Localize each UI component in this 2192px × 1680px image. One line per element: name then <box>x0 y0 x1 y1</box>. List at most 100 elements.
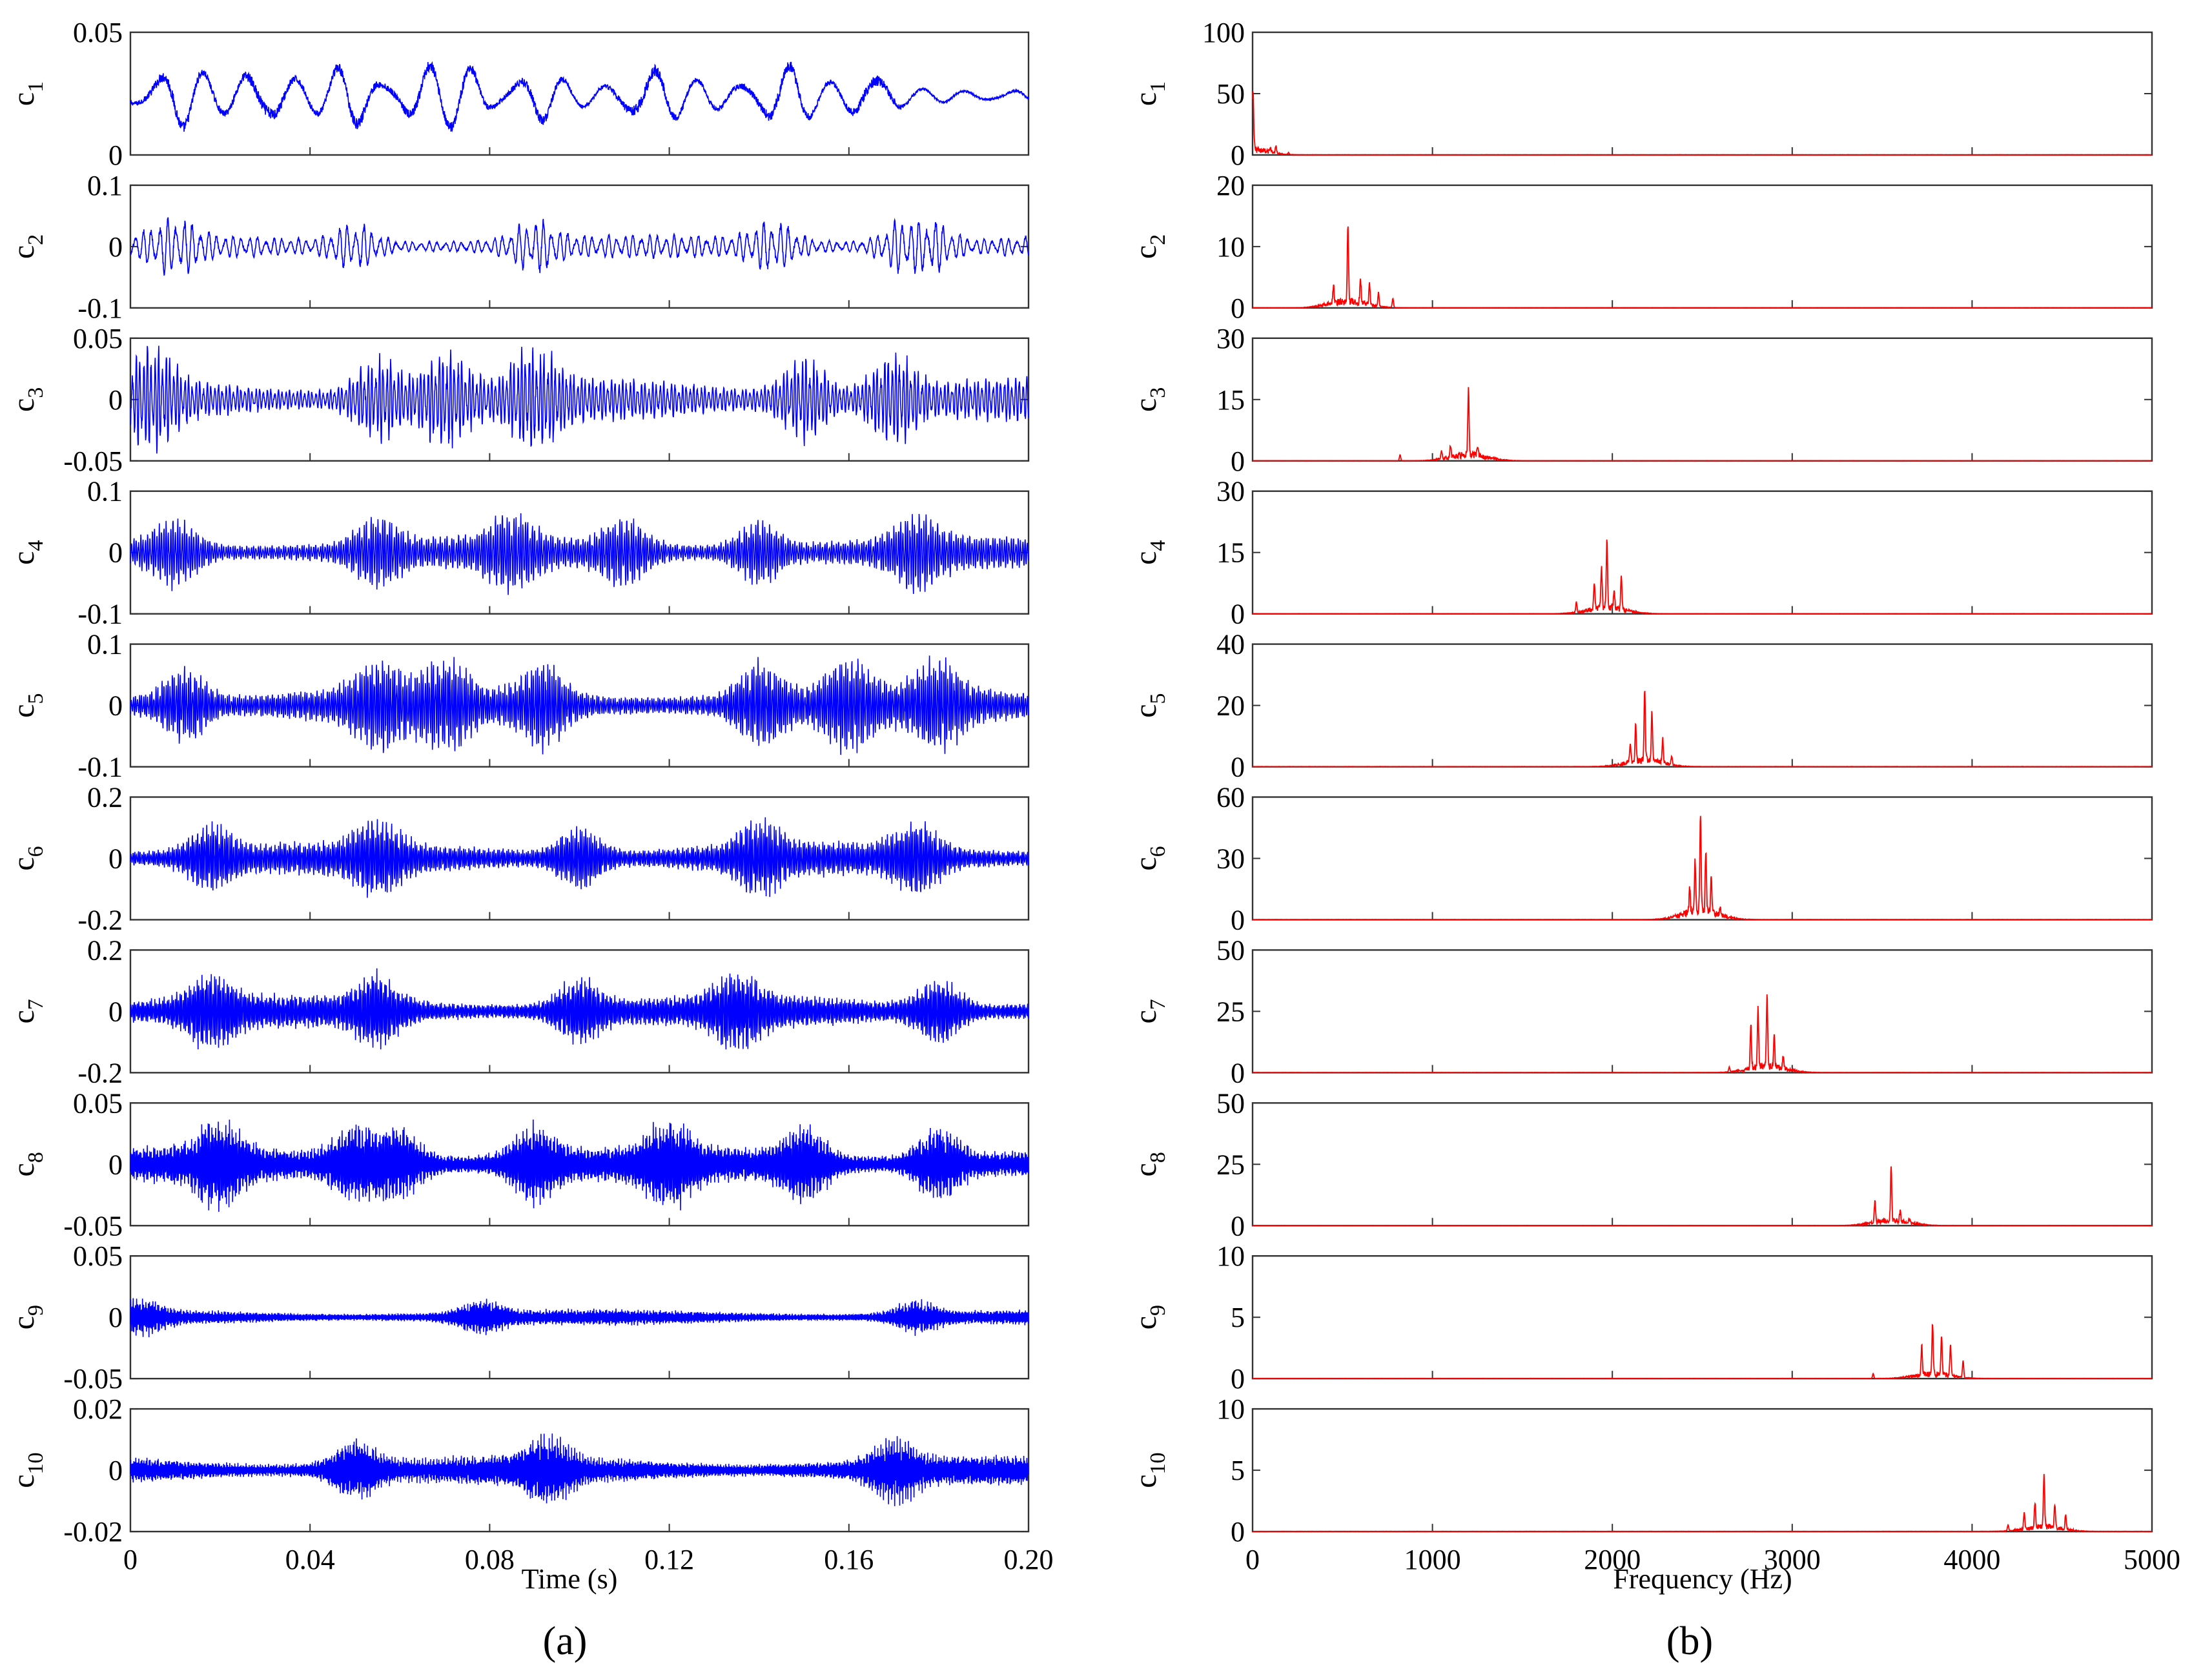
panel-b-c7-axes-frame <box>1251 949 2153 1074</box>
panel-a-c10-ytick-label: 0 <box>108 1455 123 1486</box>
panel-a-c10-ylabel: c10 <box>6 1452 48 1488</box>
panel-b-c9-subplot: 0 5 10 c9 <box>1129 1240 2153 1395</box>
panel-a-c10-xtick-label: 0.04 <box>285 1544 335 1575</box>
panel-a-c10-xtick-label: 0.08 <box>465 1544 515 1575</box>
panel-b-c2-ylabel: c2 <box>1129 234 1170 259</box>
panel-a-c8-ytick-label: 0.05 <box>73 1087 123 1119</box>
panel-a-c10-xtick-label: 0.16 <box>824 1544 874 1575</box>
panel-b-c2-ytick-label: 0 <box>1231 292 1245 324</box>
panel-a-c6-ytick-label: 0 <box>108 843 123 875</box>
panel-a-c1-axes-frame <box>129 31 1030 156</box>
panel-b-c3-ytick-label: 15 <box>1216 384 1245 416</box>
panel-a-c3-ytick-label: -0.05 <box>63 446 123 477</box>
panel-a-c5-ytick-label: 0 <box>108 690 123 722</box>
panel-a-time-signals: 00.05c1-0.100.1c2-0.0500.05c3-0.100.1c4-… <box>6 17 1054 1575</box>
panel-b-c10-xtick-label: 0 <box>1245 1544 1260 1575</box>
panel-a-c2-subplot: -0.1 0 0.1 c2 <box>6 170 1030 324</box>
panel-b-c3-ytick-label: 0 <box>1231 446 1245 477</box>
panel-b-c6-subplot: 0 30 60 c6 <box>1129 782 2153 936</box>
panel-b-c10-subplot: 0 5 10 c10 0 1000 2000 3000 4000 5000 <box>1129 1393 2180 1575</box>
panel-a-c9-signal-line <box>130 1298 1029 1338</box>
panel-a-c10-signal-line <box>130 1433 1029 1506</box>
panel-a-c1-ylabel: c1 <box>6 81 48 106</box>
panel-a-c8-ylabel: c8 <box>6 1152 48 1176</box>
panel-a-c3-subplot: -0.05 0 0.05 c3 <box>6 323 1030 477</box>
panel-a-c1-signal-line <box>130 61 1029 133</box>
panel-b-c4-axes-frame <box>1251 490 2153 615</box>
panel-a-c5-ylabel: c5 <box>6 693 48 717</box>
panel-a-c8-ytick-label: 0 <box>108 1149 123 1180</box>
panel-b-c6-ytick-label: 30 <box>1216 843 1245 875</box>
panel-b-c10-ytick-label: 0 <box>1231 1516 1245 1548</box>
panel-b-c9-ylabel: c9 <box>1129 1305 1170 1329</box>
panel-b-c7-ytick-label: 25 <box>1216 996 1245 1027</box>
panel-a-c3-ytick-label: 0 <box>108 384 123 416</box>
panel-b-c3-ytick-label: 30 <box>1216 323 1245 354</box>
panel-a-xlabel: Time (s) <box>522 1563 618 1595</box>
panel-a-c4-signal-line <box>130 513 1029 595</box>
panel-b-c5-ytick-label: 0 <box>1231 752 1245 783</box>
panel-a-c9-ytick-label: 0.05 <box>73 1240 123 1272</box>
panel-a-c6-ytick-label: 0.2 <box>87 782 123 814</box>
panel-b-c2-axes-frame <box>1251 184 2153 309</box>
panel-a-c1-subplot: 0 0.05 c1 <box>6 17 1030 171</box>
panel-b-c1-ytick-label: 0 <box>1231 139 1245 171</box>
panel-a-c6-subplot: -0.2 0 0.2 c6 <box>6 782 1030 936</box>
panel-a-c5-ytick-label: 0.1 <box>87 629 123 661</box>
panel-b-c3-axes-frame <box>1251 337 2153 462</box>
panel-a-tag: (a) <box>543 1619 588 1663</box>
panel-b-c5-spectrum-line <box>1253 690 2153 768</box>
panel-b-c5-axes-frame <box>1251 643 2153 768</box>
panel-b-c4-subplot: 0 15 30 c4 <box>1129 476 2153 630</box>
panel-b-c7-ytick-label: 50 <box>1216 934 1245 966</box>
panel-a-c9-ytick-label: -0.05 <box>63 1363 123 1395</box>
panel-a-c5-subplot: -0.1 0 0.1 c5 <box>6 629 1030 783</box>
panel-a-c7-subplot: -0.2 0 0.2 c7 <box>6 934 1030 1089</box>
panel-a-c8-ytick-label: -0.05 <box>63 1210 123 1242</box>
panel-b-c9-ytick-label: 5 <box>1231 1302 1245 1333</box>
panel-b-c7-spectrum-line <box>1252 994 2153 1074</box>
panel-a-c7-ylabel: c7 <box>6 999 48 1023</box>
panel-b-c10-ytick-label: 10 <box>1216 1393 1245 1425</box>
panel-a-c3-ylabel: c3 <box>6 387 48 412</box>
panel-b-c10-xtick-label: 4000 <box>1943 1544 2000 1575</box>
panel-a-c7-ytick-label: 0.2 <box>87 934 123 966</box>
panel-b-c10-xtick-label: 5000 <box>2124 1544 2180 1575</box>
panel-b-c9-spectrum-line <box>1252 1324 2152 1380</box>
panel-a-c9-ytick-label: 0 <box>108 1302 123 1333</box>
panel-a-c5-signal-line <box>130 655 1029 755</box>
panel-a-c7-signal-line <box>130 968 1029 1050</box>
panel-b-c10-ylabel: c10 <box>1129 1452 1170 1488</box>
panel-a-c7-ytick-label: -0.2 <box>77 1057 123 1089</box>
panel-a-c6-ytick-label: -0.2 <box>77 905 123 936</box>
panel-a-c4-subplot: -0.1 0 0.1 c4 <box>6 476 1030 630</box>
panel-a-c9-subplot: -0.05 0 0.05 c9 <box>6 1240 1030 1395</box>
panel-b-c2-spectrum-line <box>1252 226 2153 309</box>
panel-a-c3-axes-frame <box>129 337 1030 462</box>
panel-b-c8-subplot: 0 25 50 c8 <box>1129 1087 2153 1242</box>
panel-b-c1-axes-frame <box>1251 31 2153 156</box>
panel-b-c8-ytick-label: 50 <box>1216 1087 1245 1119</box>
panel-b-c8-ytick-label: 25 <box>1216 1149 1245 1180</box>
panel-b-c6-spectrum-line <box>1252 815 2153 921</box>
panel-b-xlabel: Frequency (Hz) <box>1613 1563 1792 1595</box>
panel-a-c4-ytick-label: -0.1 <box>77 599 123 630</box>
panel-b-c9-ytick-label: 10 <box>1216 1240 1245 1272</box>
panel-a-c2-signal-line <box>130 217 1029 276</box>
panel-b-c5-subplot: 0 20 40 c5 <box>1129 629 2153 783</box>
panel-a-c10-xtick-label: 0.12 <box>644 1544 694 1575</box>
panel-b-c5-ytick-label: 20 <box>1216 690 1245 722</box>
panel-b-c5-ytick-label: 40 <box>1216 629 1245 661</box>
panel-a-c2-ylabel: c2 <box>6 234 48 259</box>
panel-b-c1-ytick-label: 50 <box>1216 78 1245 110</box>
panel-a-c3-ytick-label: 0.05 <box>73 323 123 354</box>
panel-b-c4-ytick-label: 30 <box>1216 476 1245 507</box>
panel-b-c10-xtick-label: 2000 <box>1584 1544 1641 1575</box>
panel-b-c1-spectrum-line <box>1252 91 2152 156</box>
panel-a-c7-ytick-label: 0 <box>108 996 123 1027</box>
panel-a-c6-ylabel: c6 <box>6 846 48 870</box>
panel-b-c2-subplot: 0 10 20 c2 <box>1129 170 2153 324</box>
panel-b-c8-ylabel: c8 <box>1129 1152 1170 1176</box>
panel-a-c10-xtick-label: 0.20 <box>1004 1544 1054 1575</box>
panel-b-c10-spectrum-line <box>1252 1473 2153 1533</box>
